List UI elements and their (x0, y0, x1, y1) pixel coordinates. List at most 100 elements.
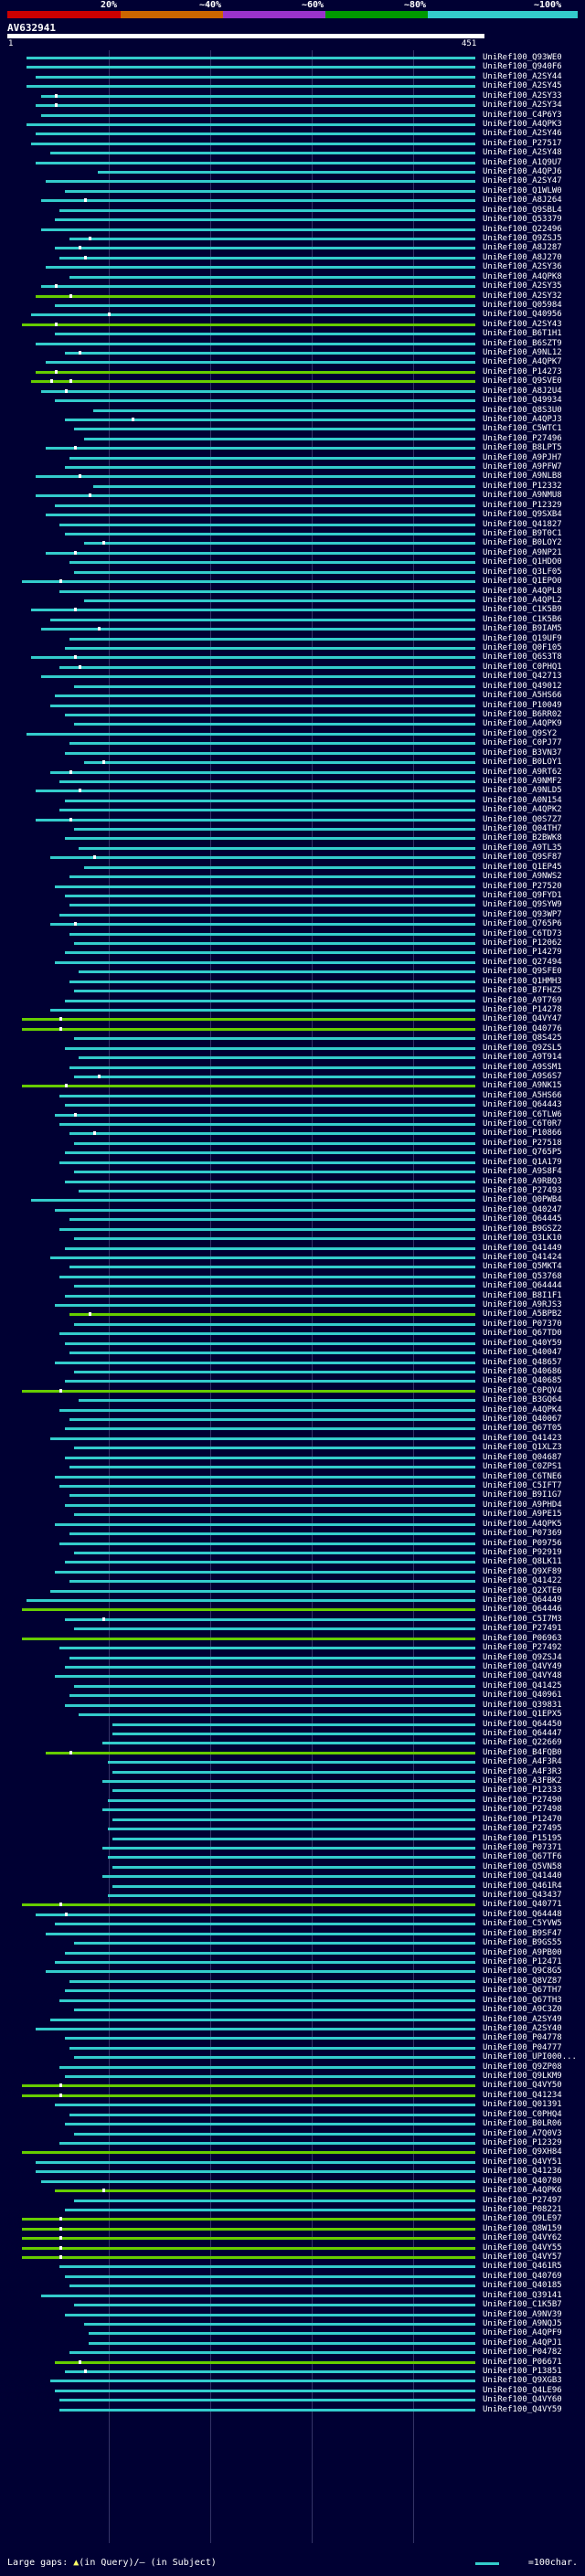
hit-row[interactable]: UniRef100_Q1HMH3 (0, 976, 585, 988)
alignment-bar[interactable] (74, 2132, 475, 2136)
alignment-bar[interactable] (40, 113, 475, 117)
hit-row[interactable]: UniRef100_A2SY40 (0, 2023, 585, 2035)
hit-label[interactable]: UniRef100_A9PHD4 (483, 1500, 562, 1510)
hit-label[interactable]: UniRef100_A7Q0V3 (483, 2128, 562, 2138)
hit-row[interactable]: UniRef100_B9GS55 (0, 1937, 585, 1949)
hit-label[interactable]: UniRef100_A9T769 (483, 995, 562, 1005)
hit-row[interactable]: UniRef100_C5YVW5 (0, 1918, 585, 1930)
alignment-bar[interactable] (64, 837, 475, 841)
hit-row[interactable]: UniRef100_Q0F105 (0, 642, 585, 654)
alignment-bar[interactable] (74, 2304, 475, 2307)
alignment-bar[interactable] (21, 2084, 475, 2088)
alignment-bar[interactable] (64, 2208, 475, 2211)
alignment-bar[interactable] (69, 1132, 475, 1136)
hit-label[interactable]: UniRef100_Q9LE97 (483, 2214, 562, 2224)
hit-row[interactable]: UniRef100_Q9C8G5 (0, 1966, 585, 1977)
alignment-bar[interactable] (74, 428, 475, 431)
hit-row[interactable]: UniRef100_A9T914 (0, 1052, 585, 1064)
hit-row[interactable]: UniRef100_Q53768 (0, 1271, 585, 1283)
alignment-bar[interactable] (21, 1608, 475, 1612)
alignment-bar[interactable] (79, 970, 475, 974)
hit-label[interactable]: UniRef100_A4F3R3 (483, 1766, 562, 1776)
hit-label[interactable]: UniRef100_Q40185 (483, 2281, 562, 2291)
hit-row[interactable]: UniRef100_Q41449 (0, 1243, 585, 1255)
hit-label[interactable]: UniRef100_A2SY44 (483, 71, 562, 81)
hit-label[interactable]: UniRef100_Q64448 (483, 1909, 562, 1919)
hit-label[interactable]: UniRef100_B3VN37 (483, 747, 562, 758)
alignment-bar[interactable] (74, 2056, 475, 2060)
alignment-bar[interactable] (83, 2322, 475, 2326)
hit-label[interactable]: UniRef100_B7FHZ5 (483, 986, 562, 996)
alignment-bar[interactable] (107, 1761, 475, 1765)
alignment-bar[interactable] (59, 1332, 475, 1336)
hit-row[interactable]: UniRef100_P09756 (0, 1538, 585, 1550)
hit-label[interactable]: UniRef100_P27497 (483, 2195, 562, 2205)
hit-label[interactable]: UniRef100_P08221 (483, 2204, 562, 2214)
alignment-bar[interactable] (55, 1570, 475, 1574)
hit-label[interactable]: UniRef100_A4QPJ6 (483, 167, 562, 177)
alignment-bar[interactable] (79, 1189, 475, 1193)
hit-label[interactable]: UniRef100_A2SY35 (483, 281, 562, 292)
hit-row[interactable]: UniRef100_Q67TD0 (0, 1328, 585, 1340)
hit-label[interactable]: UniRef100_B9IAM5 (483, 624, 562, 634)
hit-label[interactable]: UniRef100_A9T914 (483, 1053, 562, 1063)
alignment-bar[interactable] (112, 1789, 475, 1793)
hit-row[interactable]: UniRef100_Q1EPX5 (0, 1709, 585, 1721)
hit-label[interactable]: UniRef100_Q67T05 (483, 1424, 562, 1434)
alignment-bar[interactable] (69, 1694, 475, 1698)
hit-label[interactable]: UniRef100_Q19UF9 (483, 633, 562, 643)
hit-label[interactable]: UniRef100_Q1WLW0 (483, 186, 562, 196)
alignment-bar[interactable] (64, 751, 475, 755)
hit-label[interactable]: UniRef100_P27520 (483, 881, 562, 891)
hit-label[interactable]: UniRef100_A9PE15 (483, 1510, 562, 1520)
hit-row[interactable]: UniRef100_Q9ZSJ4 (0, 1652, 585, 1664)
hit-row[interactable]: UniRef100_Q9SVE0 (0, 376, 585, 387)
hit-label[interactable]: UniRef100_Q9C8G5 (483, 1966, 562, 1977)
hit-row[interactable]: UniRef100_C6T0R7 (0, 1118, 585, 1130)
hit-row[interactable]: UniRef100_Q8S3U0 (0, 405, 585, 417)
hit-label[interactable]: UniRef100_P27493 (483, 1185, 562, 1195)
hit-label[interactable]: UniRef100_Q1EPX5 (483, 1710, 562, 1720)
hit-label[interactable]: UniRef100_P27492 (483, 1643, 562, 1653)
hit-label[interactable]: UniRef100_Q0S7Z7 (483, 814, 562, 824)
alignment-bar[interactable] (112, 1818, 475, 1821)
hit-label[interactable]: UniRef100_A9NV39 (483, 2309, 562, 2319)
alignment-bar[interactable] (64, 1294, 475, 1298)
alignment-bar[interactable] (31, 380, 475, 384)
hit-row[interactable]: UniRef100_B8LPT5 (0, 442, 585, 454)
hit-label[interactable]: UniRef100_Q940F6 (483, 62, 562, 72)
alignment-bar[interactable] (64, 2313, 475, 2316)
alignment-bar[interactable] (64, 1989, 475, 1993)
alignment-bar[interactable] (59, 589, 475, 593)
hit-label[interactable]: UniRef100_A4QPJ3 (483, 414, 562, 424)
hit-row[interactable]: UniRef100_A3FBK2 (0, 1776, 585, 1787)
hit-row[interactable]: UniRef100_Q41424 (0, 1252, 585, 1264)
hit-row[interactable]: UniRef100_C0PHQ4 (0, 2109, 585, 2121)
hit-row[interactable]: UniRef100_Q64446 (0, 1604, 585, 1616)
hit-label[interactable]: UniRef100_A4F3R4 (483, 1757, 562, 1767)
hit-row[interactable]: UniRef100_Q40047 (0, 1347, 585, 1359)
alignment-bar[interactable] (55, 247, 475, 250)
hit-label[interactable]: UniRef100_A9S6S7 (483, 1071, 562, 1081)
hit-label[interactable]: UniRef100_Q49934 (483, 396, 562, 406)
hit-row[interactable]: UniRef100_P06671 (0, 2357, 585, 2369)
hit-row[interactable]: UniRef100_Q9SF87 (0, 852, 585, 864)
alignment-bar[interactable] (74, 1237, 475, 1241)
hit-row[interactable]: UniRef100_A9PJH7 (0, 452, 585, 464)
hit-label[interactable]: UniRef100_Q41425 (483, 1680, 562, 1691)
alignment-bar[interactable] (26, 122, 475, 126)
hit-row[interactable]: UniRef100_Q4VY48 (0, 1670, 585, 1682)
alignment-bar[interactable] (40, 228, 475, 231)
alignment-bar[interactable] (31, 313, 475, 317)
hit-row[interactable]: UniRef100_P04777 (0, 2042, 585, 2054)
hit-row[interactable]: UniRef100_Q40Y59 (0, 1338, 585, 1350)
hit-label[interactable]: UniRef100_P07370 (483, 1319, 562, 1329)
hit-label[interactable]: UniRef100_Q41236 (483, 2167, 562, 2177)
hit-row[interactable]: UniRef100_P12471 (0, 1956, 585, 1968)
alignment-bar[interactable] (31, 656, 475, 660)
hit-row[interactable]: UniRef100_B9SF47 (0, 1928, 585, 1940)
hit-row[interactable]: UniRef100_Q8W159 (0, 2223, 585, 2235)
hit-row[interactable]: UniRef100_A9S6S7 (0, 1071, 585, 1083)
alignment-bar[interactable] (69, 2351, 475, 2355)
hit-row[interactable]: UniRef100_Q4VY47 (0, 1013, 585, 1025)
